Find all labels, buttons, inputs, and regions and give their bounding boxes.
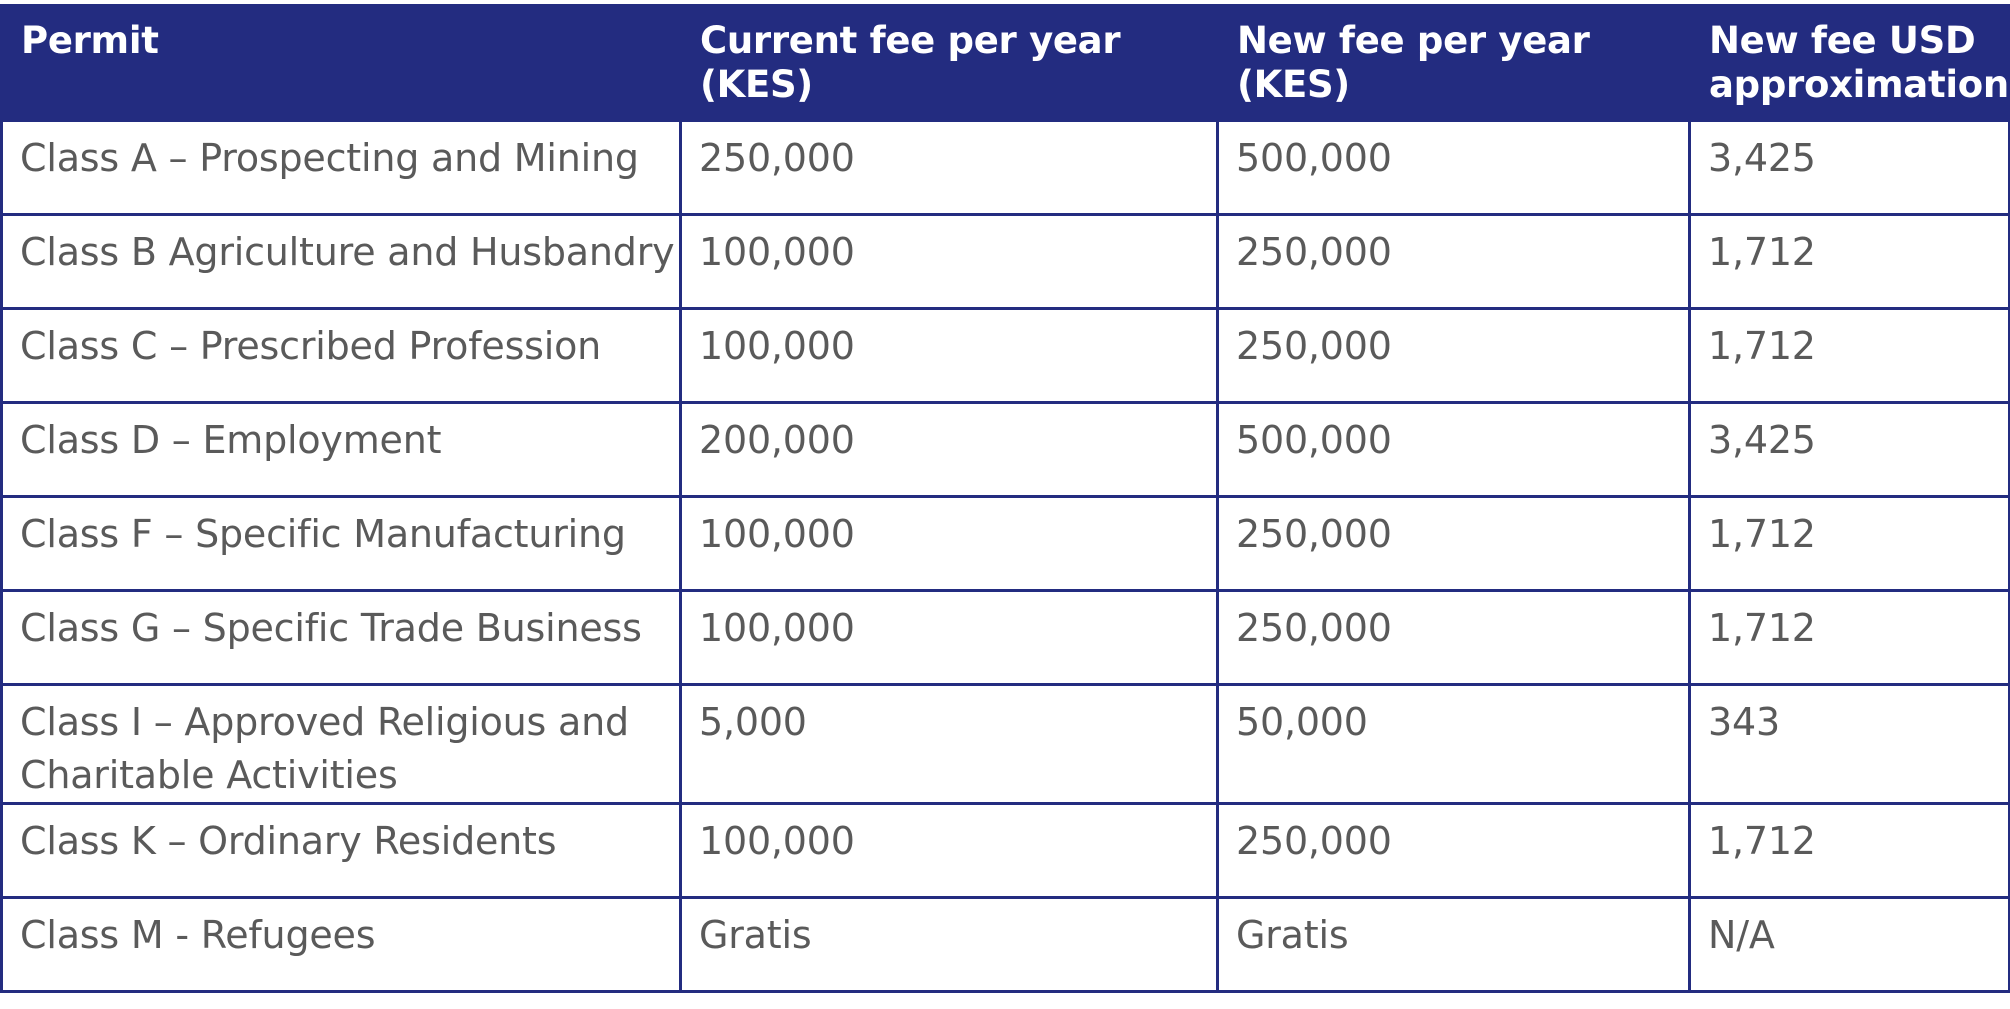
usd-fee-cell: 1,712 xyxy=(1688,802,2010,899)
table-header-row: Permit Current fee per year (KES) New fe… xyxy=(0,4,2010,122)
table-row: Class A – Prospecting and Mining 250,000… xyxy=(0,119,2010,216)
table-row: Class F – Specific Manufacturing 100,000… xyxy=(0,495,2010,592)
new-fee-cell: 250,000 xyxy=(1216,307,1691,404)
table-row: Class K – Ordinary Residents 100,000 250… xyxy=(0,802,2010,899)
usd-fee-cell: 3,425 xyxy=(1688,401,2010,498)
current-fee-cell: 200,000 xyxy=(679,401,1219,498)
current-fee-cell: 100,000 xyxy=(679,589,1219,686)
table-row: Class M - Refugees Gratis Gratis N/A xyxy=(0,896,2010,993)
permit-fees-table: Permit Current fee per year (KES) New fe… xyxy=(0,4,2010,993)
permit-cell: Class D – Employment xyxy=(0,401,682,498)
table-row: Class B Agriculture and Husbandry 100,00… xyxy=(0,213,2010,310)
new-fee-cell: 500,000 xyxy=(1216,119,1691,216)
table-row: Class G – Specific Trade Business 100,00… xyxy=(0,589,2010,686)
new-fee-cell: Gratis xyxy=(1216,896,1691,993)
current-fee-cell: 5,000 xyxy=(679,683,1219,805)
header-permit: Permit xyxy=(0,4,682,122)
new-fee-cell: 250,000 xyxy=(1216,213,1691,310)
table-row: Class D – Employment 200,000 500,000 3,4… xyxy=(0,401,2010,498)
header-new-fee: New fee per year (KES) xyxy=(1216,4,1691,122)
new-fee-cell: 50,000 xyxy=(1216,683,1691,805)
permit-cell: Class G – Specific Trade Business xyxy=(0,589,682,686)
new-fee-cell: 250,000 xyxy=(1216,495,1691,592)
header-new-fee-usd: New fee USD approximation xyxy=(1688,4,2010,122)
current-fee-cell: 100,000 xyxy=(679,495,1219,592)
permit-cell: Class B Agriculture and Husbandry xyxy=(0,213,682,310)
permit-cell: Class A – Prospecting and Mining xyxy=(0,119,682,216)
current-fee-cell: 100,000 xyxy=(679,307,1219,404)
table-row: Class I – Approved Religious and Charita… xyxy=(0,683,2010,805)
current-fee-cell: 250,000 xyxy=(679,119,1219,216)
current-fee-cell: 100,000 xyxy=(679,802,1219,899)
current-fee-cell: 100,000 xyxy=(679,213,1219,310)
current-fee-cell: Gratis xyxy=(679,896,1219,993)
permit-cell: Class C – Prescribed Profession xyxy=(0,307,682,404)
new-fee-cell: 500,000 xyxy=(1216,401,1691,498)
permit-fees-table-container: Permit Current fee per year (KES) New fe… xyxy=(0,4,2010,993)
usd-fee-cell: 1,712 xyxy=(1688,589,2010,686)
permit-cell: Class I – Approved Religious and Charita… xyxy=(0,683,682,805)
usd-fee-cell: 343 xyxy=(1688,683,2010,805)
table-row: Class C – Prescribed Profession 100,000 … xyxy=(0,307,2010,404)
new-fee-cell: 250,000 xyxy=(1216,802,1691,899)
permit-cell: Class M - Refugees xyxy=(0,896,682,993)
usd-fee-cell: 3,425 xyxy=(1688,119,2010,216)
header-current-fee: Current fee per year (KES) xyxy=(679,4,1219,122)
usd-fee-cell: 1,712 xyxy=(1688,495,2010,592)
new-fee-cell: 250,000 xyxy=(1216,589,1691,686)
usd-fee-cell: 1,712 xyxy=(1688,307,2010,404)
usd-fee-cell: N/A xyxy=(1688,896,2010,993)
usd-fee-cell: 1,712 xyxy=(1688,213,2010,310)
permit-cell: Class F – Specific Manufacturing xyxy=(0,495,682,592)
permit-cell: Class K – Ordinary Residents xyxy=(0,802,682,899)
